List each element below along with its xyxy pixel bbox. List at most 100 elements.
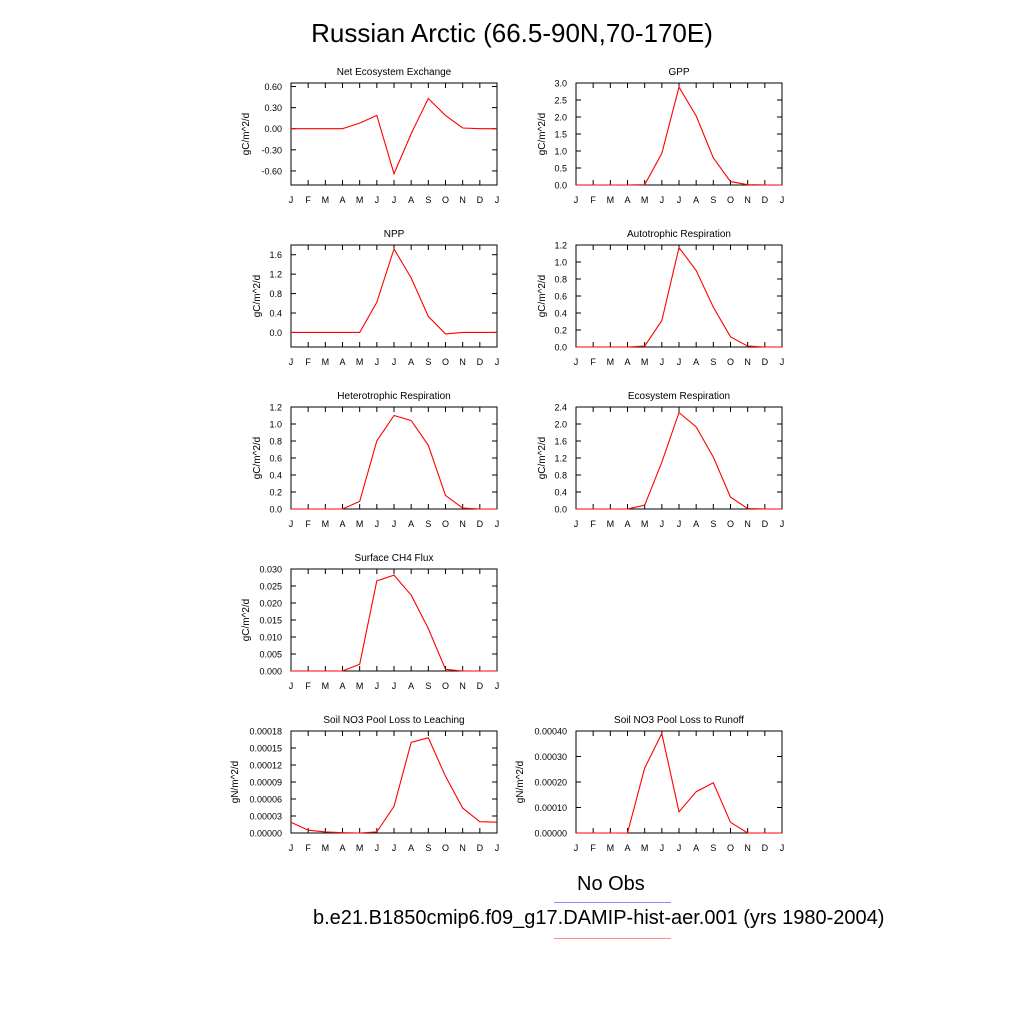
y-tick-label: -0.60 — [261, 166, 282, 176]
x-tick-label: J — [289, 843, 294, 853]
y-axis-label: gC/m^2/d — [537, 437, 548, 480]
panel-title: Soil NO3 Pool Loss to Leaching — [323, 715, 464, 726]
x-tick-label: J — [375, 357, 380, 367]
x-tick-label: A — [693, 843, 699, 853]
x-tick-label: J — [780, 843, 785, 853]
y-tick-label: 1.6 — [554, 437, 567, 447]
plot-frame — [290, 568, 498, 672]
y-axis-label: gN/m^2/d — [515, 761, 526, 804]
y-tick-label: 0.030 — [259, 565, 282, 575]
y-tick-label: 1.2 — [269, 403, 282, 413]
y-axis-label: gC/m^2/d — [241, 113, 252, 156]
x-tick-label: J — [289, 519, 294, 529]
x-tick-label: A — [408, 357, 414, 367]
x-tick-label: A — [339, 195, 345, 205]
y-tick-label: 0.00040 — [534, 727, 567, 737]
y-tick-label: 0.4 — [269, 471, 282, 481]
y-tick-label: 1.2 — [554, 454, 567, 464]
y-tick-label: 0.00000 — [249, 829, 282, 839]
y-tick-label: 0.00015 — [249, 744, 282, 754]
x-tick-label: D — [477, 681, 484, 691]
y-tick-label: 0.020 — [259, 599, 282, 609]
y-tick-label: 1.0 — [554, 147, 567, 157]
x-tick-label: J — [392, 195, 397, 205]
x-tick-label: D — [477, 843, 484, 853]
y-tick-label: 0.00030 — [534, 752, 567, 762]
x-tick-label: F — [305, 357, 311, 367]
x-tick-label: F — [305, 843, 311, 853]
x-tick-label: N — [744, 357, 751, 367]
panel-title: Ecosystem Respiration — [628, 391, 730, 402]
x-tick-label: J — [375, 195, 380, 205]
y-tick-label: 0.00003 — [249, 812, 282, 822]
x-tick-label: D — [477, 519, 484, 529]
x-tick-label: D — [762, 519, 769, 529]
plot-frame — [575, 244, 783, 348]
y-tick-label: 2.4 — [554, 403, 567, 413]
x-tick-label: O — [727, 519, 734, 529]
x-tick-label: N — [459, 357, 466, 367]
x-tick-label: A — [408, 519, 414, 529]
y-tick-label: 1.2 — [269, 270, 282, 280]
y-tick-label: 0.60 — [264, 82, 282, 92]
y-tick-label: 0.00009 — [249, 778, 282, 788]
x-tick-label: M — [322, 195, 330, 205]
x-tick-label: A — [339, 519, 345, 529]
x-tick-label: M — [607, 519, 615, 529]
x-tick-label: S — [710, 357, 716, 367]
y-tick-label: 0.4 — [269, 309, 282, 319]
x-tick-label: J — [375, 843, 380, 853]
y-tick-label: 0.025 — [259, 582, 282, 592]
y-tick-label: 0.005 — [259, 650, 282, 660]
y-tick-label: 0.8 — [269, 437, 282, 447]
x-tick-label: A — [624, 519, 630, 529]
x-tick-label: M — [641, 843, 649, 853]
x-tick-label: M — [641, 357, 649, 367]
x-tick-label: M — [322, 681, 330, 691]
x-tick-label: J — [375, 519, 380, 529]
y-tick-label: 0.00012 — [249, 761, 282, 771]
x-tick-label: A — [624, 357, 630, 367]
y-tick-label: 0.0 — [269, 505, 282, 515]
y-tick-label: 0.30 — [264, 103, 282, 113]
x-tick-label: D — [477, 195, 484, 205]
page-title: Russian Arctic (66.5-90N,70-170E) — [311, 18, 713, 48]
x-tick-label: M — [607, 357, 615, 367]
series-line — [576, 246, 782, 348]
legend-obs-label: No Obs — [577, 873, 645, 895]
plot-frame — [290, 82, 498, 186]
x-tick-label: O — [727, 195, 734, 205]
y-tick-label: 0.0 — [554, 181, 567, 191]
series-line — [576, 411, 782, 510]
y-tick-label: 1.2 — [554, 241, 567, 251]
x-tick-label: J — [392, 357, 397, 367]
panel-title: Autotrophic Respiration — [627, 229, 731, 240]
y-tick-label: 2.0 — [554, 420, 567, 430]
x-tick-label: M — [356, 519, 364, 529]
x-tick-label: J — [574, 195, 579, 205]
x-tick-label: A — [408, 843, 414, 853]
x-tick-label: A — [339, 843, 345, 853]
x-tick-label: J — [289, 195, 294, 205]
x-tick-label: S — [425, 843, 431, 853]
y-tick-label: 0.4 — [554, 488, 567, 498]
y-tick-label: 0.00018 — [249, 727, 282, 737]
x-tick-label: O — [442, 357, 449, 367]
y-tick-label: 0.000 — [259, 667, 282, 677]
x-tick-label: M — [356, 357, 364, 367]
x-tick-label: M — [607, 195, 615, 205]
x-tick-label: A — [624, 843, 630, 853]
x-tick-label: J — [392, 681, 397, 691]
y-tick-label: 0.00000 — [534, 829, 567, 839]
x-tick-label: O — [727, 843, 734, 853]
x-tick-label: M — [322, 843, 330, 853]
series-line — [576, 731, 782, 834]
x-tick-label: M — [356, 843, 364, 853]
x-tick-label: S — [425, 195, 431, 205]
x-tick-label: O — [727, 357, 734, 367]
